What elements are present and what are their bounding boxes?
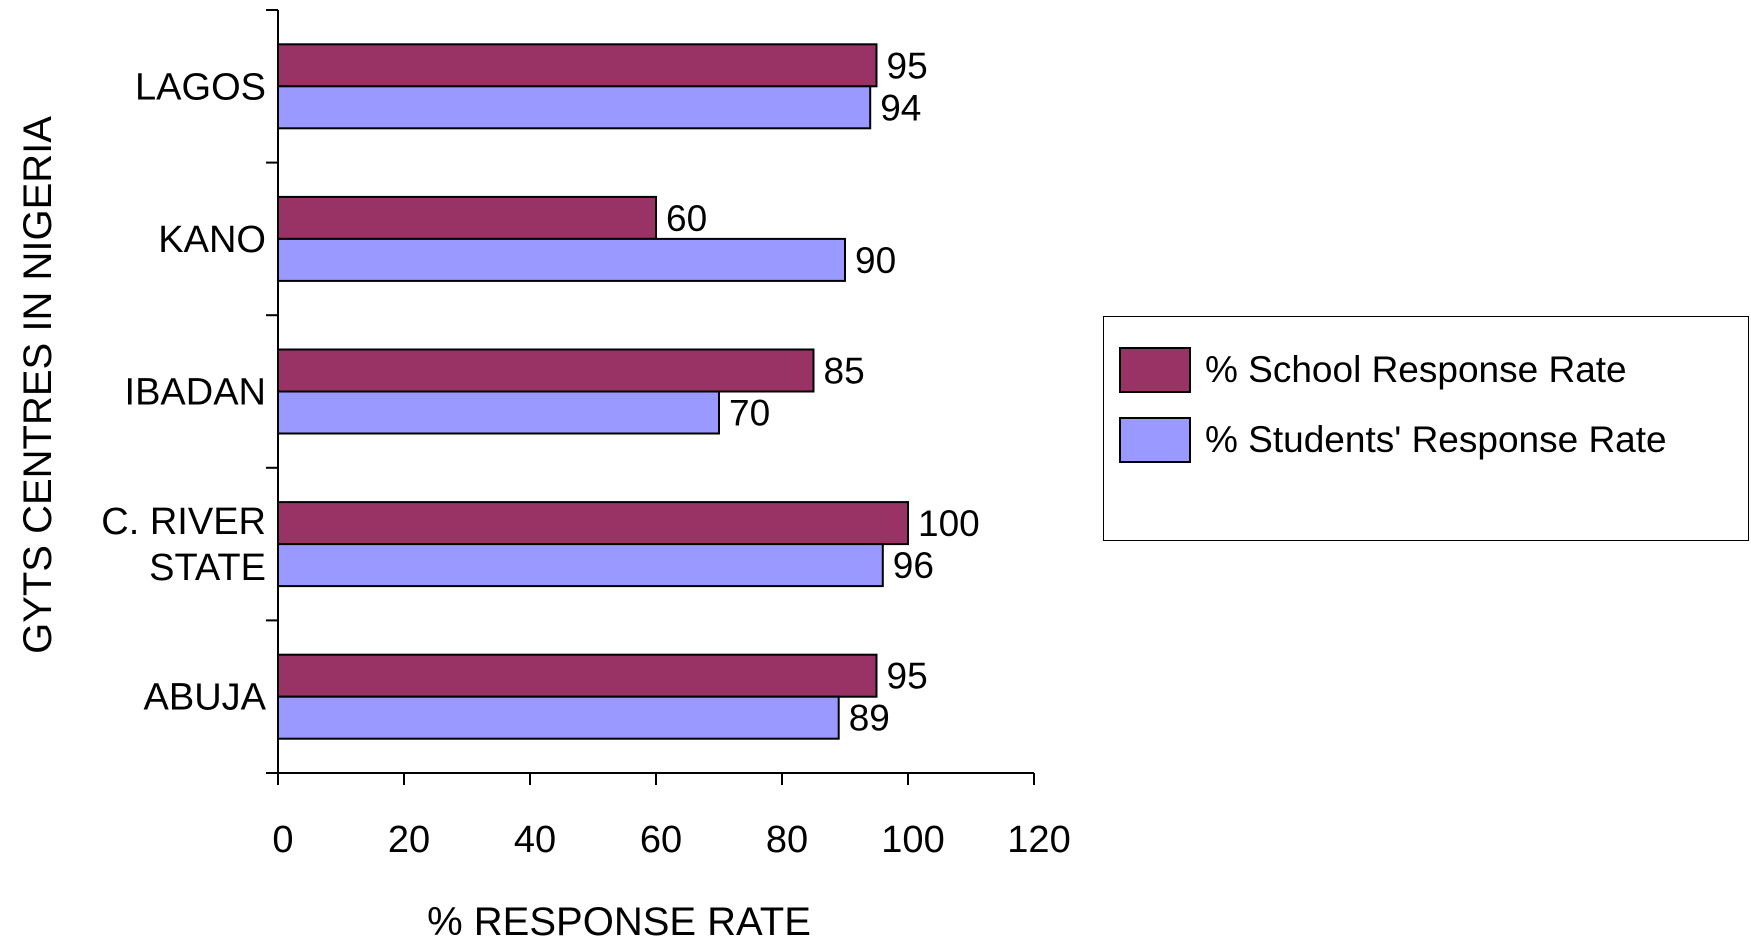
x-tick-label-100: 100 (881, 819, 944, 861)
data-label-lagos-series-1: 95 (887, 45, 928, 86)
data-label-c-river-state-series-1: 100 (918, 503, 980, 544)
x-tick-label-60: 60 (640, 819, 682, 861)
legend-item-students: % Students' Response Rate (1119, 417, 1695, 465)
data-label-ibadan-series-2: 70 (729, 393, 770, 434)
legend-swatch-school (1119, 347, 1191, 393)
x-tick-label-40: 40 (514, 819, 556, 861)
x-tick-label-80: 80 (766, 819, 808, 861)
x-tick-label-120: 120 (1007, 819, 1070, 861)
y-tick-label-kano: KANO (158, 219, 266, 261)
bar-ibadan-series-2 (277, 390, 720, 435)
data-label-c-river-state-series-2: 96 (893, 545, 934, 586)
bar-ibadan-series-1 (277, 348, 815, 393)
bar-lagos-series-2 (277, 85, 872, 130)
legend-swatch-students (1119, 417, 1191, 463)
data-label-lagos-series-2: 94 (880, 87, 921, 128)
legend: % School Response Rate % Students' Respo… (1103, 316, 1749, 541)
legend-label-school: % School Response Rate (1205, 349, 1627, 390)
x-tick-label-0: 0 (272, 819, 293, 861)
data-label-abuja-series-1: 95 (887, 656, 928, 697)
bar-lagos-series-1 (277, 43, 878, 88)
legend-label-students: % Students' Response Rate (1205, 419, 1667, 460)
bar-kano-series-2 (277, 237, 846, 282)
bar-c-river-state-series-1 (277, 501, 909, 546)
axes-layer (266, 9, 1035, 785)
y-tick-label-ibadan: IBADAN (125, 372, 266, 414)
x-tick-label-20: 20 (388, 819, 430, 861)
y-tick-label-c-river-state-line-1: C. RIVER (101, 501, 266, 543)
y-tick-label-c-river-state-line-2: STATE (149, 547, 266, 589)
data-label-kano-series-2: 90 (855, 240, 896, 281)
y-tick-label-abuja: ABUJA (144, 677, 267, 719)
legend-item-school: % School Response Rate (1119, 347, 1695, 395)
bar-abuja-series-2 (277, 695, 840, 740)
bar-kano-series-1 (277, 195, 657, 240)
y-axis-title: GYTS CENTRES IN NIGERIA (16, 116, 60, 654)
data-label-kano-series-1: 60 (666, 198, 707, 239)
data-label-ibadan-series-1: 85 (824, 351, 865, 392)
bars-layer (277, 43, 909, 740)
bar-abuja-series-1 (277, 653, 878, 698)
y-tick-label-lagos: LAGOS (135, 66, 266, 108)
bar-c-river-state-series-2 (277, 543, 884, 588)
x-axis-title: % RESPONSE RATE (427, 900, 811, 939)
data-label-abuja-series-2: 89 (849, 698, 890, 739)
